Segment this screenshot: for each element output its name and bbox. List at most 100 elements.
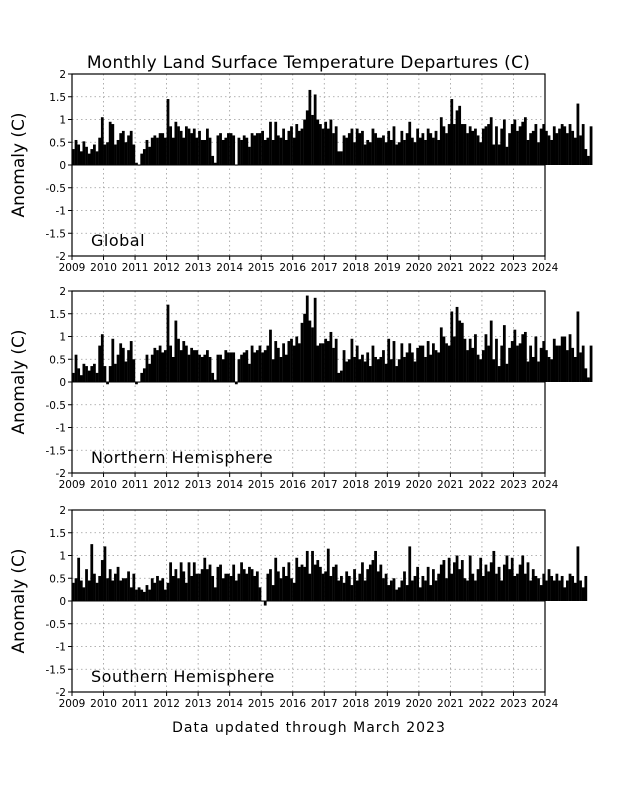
bar [158, 345, 162, 382]
bar [531, 130, 535, 166]
bar [224, 573, 228, 601]
bar [192, 128, 196, 165]
bar [108, 569, 112, 601]
bar [74, 139, 78, 165]
bar [495, 338, 498, 382]
bar [137, 587, 141, 601]
bar [208, 564, 212, 601]
bar [216, 354, 220, 382]
bar [305, 295, 309, 382]
bar [523, 331, 527, 382]
bar [379, 137, 383, 165]
bar [263, 350, 267, 382]
bar [468, 126, 472, 165]
bar [132, 359, 136, 382]
bar [437, 352, 441, 382]
bar [316, 560, 320, 601]
bar [458, 569, 462, 601]
bar [429, 354, 433, 382]
bar [558, 128, 561, 165]
x-tick-label: 2016 [279, 698, 306, 710]
x-tick-label: 2015 [248, 698, 275, 710]
bar [119, 580, 123, 601]
bar [345, 361, 349, 382]
x-tick-label: 2019 [374, 262, 401, 274]
bar [245, 350, 249, 382]
bar [192, 350, 196, 382]
bar [195, 573, 199, 601]
bar [337, 580, 341, 601]
bar [308, 573, 312, 601]
bar [450, 573, 454, 601]
bar [476, 135, 480, 165]
bar [261, 352, 264, 382]
bar [111, 338, 115, 382]
y-axis-label: Anomaly (C) [9, 112, 29, 217]
bar [424, 356, 427, 382]
bar [571, 347, 575, 383]
bar [169, 126, 173, 165]
bar [116, 566, 120, 602]
bar [347, 133, 351, 165]
footer-note: Data updated through March 2023 [172, 720, 446, 736]
x-tick-label: 2014 [216, 698, 243, 710]
x-tick-label: 2023 [500, 262, 527, 274]
bar [116, 354, 120, 382]
bar [203, 354, 207, 382]
y-tick-label: -1.5 [46, 445, 67, 457]
bar [392, 126, 396, 165]
bar-series [72, 295, 593, 385]
bar [100, 117, 104, 165]
bar [290, 338, 293, 382]
bar [153, 347, 157, 383]
bar [237, 359, 241, 382]
bar [453, 336, 456, 382]
bar [432, 137, 435, 165]
bar [127, 350, 130, 382]
bar [442, 336, 446, 382]
bar [426, 128, 430, 165]
bar [455, 110, 459, 165]
bar [513, 575, 517, 601]
bar [555, 345, 559, 382]
bar [439, 117, 443, 165]
y-tick-label: 1 [59, 115, 66, 127]
bar [479, 359, 483, 382]
bar [432, 343, 435, 382]
bar [355, 128, 359, 165]
bar [279, 578, 283, 601]
bar [487, 345, 490, 382]
bar [537, 361, 540, 382]
bar [140, 589, 144, 602]
bar [124, 361, 128, 382]
bar [526, 361, 530, 382]
bar [516, 573, 519, 601]
bar [547, 356, 551, 382]
x-tick-label: 2024 [532, 262, 559, 274]
bar [316, 119, 320, 165]
bar [203, 139, 207, 165]
bar [566, 350, 569, 382]
bar [552, 338, 556, 382]
bar [481, 350, 485, 382]
bar [87, 370, 91, 383]
x-tick-label: 2017 [311, 262, 338, 274]
bar [403, 356, 406, 382]
bar [95, 372, 99, 382]
bar [321, 343, 325, 382]
bar [368, 564, 372, 601]
bar [250, 569, 254, 601]
bar [518, 343, 522, 382]
bar [114, 144, 117, 165]
bar [282, 343, 285, 382]
bar [326, 341, 330, 382]
bar [368, 366, 372, 382]
bar [316, 345, 320, 382]
y-tick-label: 0 [59, 596, 66, 608]
y-tick-label: -1.5 [46, 664, 67, 676]
bar [334, 126, 338, 165]
bar [579, 580, 582, 601]
bar [100, 334, 104, 382]
bar [82, 363, 86, 382]
bar [481, 128, 485, 165]
